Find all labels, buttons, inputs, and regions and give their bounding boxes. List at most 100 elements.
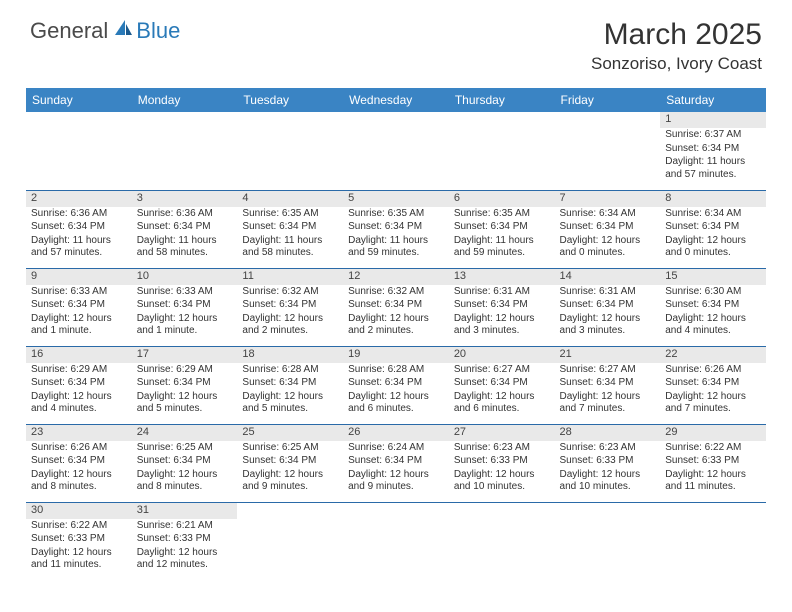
day-details: Sunrise: 6:22 AMSunset: 6:33 PMDaylight:… (660, 441, 766, 497)
day-header: Thursday (449, 88, 555, 112)
calendar-day: 16Sunrise: 6:29 AMSunset: 6:34 PMDayligh… (26, 346, 132, 424)
sunrise-text: Sunrise: 6:26 AM (31, 441, 127, 455)
day-details: Sunrise: 6:29 AMSunset: 6:34 PMDaylight:… (26, 363, 132, 419)
calendar-day: 1Sunrise: 6:37 AMSunset: 6:34 PMDaylight… (660, 112, 766, 190)
sail-icon (112, 18, 134, 43)
day-details: Sunrise: 6:25 AMSunset: 6:34 PMDaylight:… (237, 441, 343, 497)
day-number: 13 (449, 269, 555, 285)
daylight-text: Daylight: 12 hours and 7 minutes. (560, 390, 656, 416)
day-details: Sunrise: 6:31 AMSunset: 6:34 PMDaylight:… (555, 285, 661, 341)
day-details: Sunrise: 6:35 AMSunset: 6:34 PMDaylight:… (449, 207, 555, 263)
calendar-day: 10Sunrise: 6:33 AMSunset: 6:34 PMDayligh… (132, 268, 238, 346)
day-number: 29 (660, 425, 766, 441)
sunset-text: Sunset: 6:34 PM (454, 220, 550, 234)
day-number: 17 (132, 347, 238, 363)
day-details: Sunrise: 6:36 AMSunset: 6:34 PMDaylight:… (132, 207, 238, 263)
calendar-day: 13Sunrise: 6:31 AMSunset: 6:34 PMDayligh… (449, 268, 555, 346)
daylight-text: Daylight: 12 hours and 3 minutes. (454, 312, 550, 338)
brand-general: General (30, 18, 108, 44)
day-number: 28 (555, 425, 661, 441)
day-number: 30 (26, 503, 132, 519)
calendar-day: 21Sunrise: 6:27 AMSunset: 6:34 PMDayligh… (555, 346, 661, 424)
sunset-text: Sunset: 6:34 PM (348, 298, 444, 312)
sunset-text: Sunset: 6:34 PM (560, 298, 656, 312)
location-label: Sonzoriso, Ivory Coast (591, 54, 762, 74)
calendar-day: 27Sunrise: 6:23 AMSunset: 6:33 PMDayligh… (449, 424, 555, 502)
empty-day (660, 502, 766, 580)
day-number: 3 (132, 191, 238, 207)
brand-logo: General Blue (30, 18, 180, 44)
empty-day (449, 112, 555, 190)
sunrise-text: Sunrise: 6:31 AM (454, 285, 550, 299)
day-details: Sunrise: 6:24 AMSunset: 6:34 PMDaylight:… (343, 441, 449, 497)
daylight-text: Daylight: 12 hours and 0 minutes. (665, 234, 761, 260)
daylight-text: Daylight: 11 hours and 57 minutes. (31, 234, 127, 260)
day-header: Tuesday (237, 88, 343, 112)
day-number: 9 (26, 269, 132, 285)
sunset-text: Sunset: 6:34 PM (348, 376, 444, 390)
daylight-text: Daylight: 12 hours and 5 minutes. (242, 390, 338, 416)
day-details: Sunrise: 6:21 AMSunset: 6:33 PMDaylight:… (132, 519, 238, 575)
sunrise-text: Sunrise: 6:28 AM (242, 363, 338, 377)
empty-day (237, 112, 343, 190)
sunset-text: Sunset: 6:34 PM (137, 454, 233, 468)
daylight-text: Daylight: 12 hours and 2 minutes. (348, 312, 444, 338)
daylight-text: Daylight: 12 hours and 8 minutes. (137, 468, 233, 494)
sunrise-text: Sunrise: 6:36 AM (137, 207, 233, 221)
calendar-body: 1Sunrise: 6:37 AMSunset: 6:34 PMDaylight… (26, 112, 766, 580)
sunrise-text: Sunrise: 6:35 AM (348, 207, 444, 221)
daylight-text: Daylight: 12 hours and 7 minutes. (665, 390, 761, 416)
day-details: Sunrise: 6:33 AMSunset: 6:34 PMDaylight:… (132, 285, 238, 341)
sunset-text: Sunset: 6:33 PM (137, 532, 233, 546)
daylight-text: Daylight: 12 hours and 6 minutes. (348, 390, 444, 416)
day-header: Friday (555, 88, 661, 112)
daylight-text: Daylight: 12 hours and 4 minutes. (665, 312, 761, 338)
empty-day (343, 112, 449, 190)
day-number: 21 (555, 347, 661, 363)
day-number: 23 (26, 425, 132, 441)
day-details: Sunrise: 6:26 AMSunset: 6:34 PMDaylight:… (660, 363, 766, 419)
day-number: 20 (449, 347, 555, 363)
day-number: 31 (132, 503, 238, 519)
day-number: 14 (555, 269, 661, 285)
daylight-text: Daylight: 12 hours and 3 minutes. (560, 312, 656, 338)
daylight-text: Daylight: 12 hours and 10 minutes. (454, 468, 550, 494)
sunset-text: Sunset: 6:34 PM (31, 220, 127, 234)
sunrise-text: Sunrise: 6:25 AM (137, 441, 233, 455)
sunset-text: Sunset: 6:34 PM (242, 298, 338, 312)
day-details: Sunrise: 6:34 AMSunset: 6:34 PMDaylight:… (660, 207, 766, 263)
calendar-week: 23Sunrise: 6:26 AMSunset: 6:34 PMDayligh… (26, 424, 766, 502)
sunrise-text: Sunrise: 6:27 AM (560, 363, 656, 377)
calendar-day: 3Sunrise: 6:36 AMSunset: 6:34 PMDaylight… (132, 190, 238, 268)
day-details: Sunrise: 6:27 AMSunset: 6:34 PMDaylight:… (555, 363, 661, 419)
day-number: 26 (343, 425, 449, 441)
daylight-text: Daylight: 12 hours and 5 minutes. (137, 390, 233, 416)
day-number: 24 (132, 425, 238, 441)
daylight-text: Daylight: 12 hours and 1 minute. (31, 312, 127, 338)
day-number: 2 (26, 191, 132, 207)
calendar-day: 20Sunrise: 6:27 AMSunset: 6:34 PMDayligh… (449, 346, 555, 424)
title-block: March 2025 Sonzoriso, Ivory Coast (591, 18, 762, 74)
day-number: 6 (449, 191, 555, 207)
calendar-day: 19Sunrise: 6:28 AMSunset: 6:34 PMDayligh… (343, 346, 449, 424)
sunrise-text: Sunrise: 6:23 AM (454, 441, 550, 455)
day-details: Sunrise: 6:35 AMSunset: 6:34 PMDaylight:… (343, 207, 449, 263)
calendar-day: 8Sunrise: 6:34 AMSunset: 6:34 PMDaylight… (660, 190, 766, 268)
sunrise-text: Sunrise: 6:35 AM (454, 207, 550, 221)
empty-day (555, 112, 661, 190)
calendar-day: 23Sunrise: 6:26 AMSunset: 6:34 PMDayligh… (26, 424, 132, 502)
calendar-day: 22Sunrise: 6:26 AMSunset: 6:34 PMDayligh… (660, 346, 766, 424)
day-details: Sunrise: 6:23 AMSunset: 6:33 PMDaylight:… (555, 441, 661, 497)
sunset-text: Sunset: 6:34 PM (31, 298, 127, 312)
daylight-text: Daylight: 12 hours and 11 minutes. (31, 546, 127, 572)
calendar-day: 31Sunrise: 6:21 AMSunset: 6:33 PMDayligh… (132, 502, 238, 580)
calendar-day: 25Sunrise: 6:25 AMSunset: 6:34 PMDayligh… (237, 424, 343, 502)
empty-day (555, 502, 661, 580)
day-number: 19 (343, 347, 449, 363)
day-number: 27 (449, 425, 555, 441)
day-number: 11 (237, 269, 343, 285)
sunset-text: Sunset: 6:34 PM (137, 220, 233, 234)
daylight-text: Daylight: 11 hours and 58 minutes. (137, 234, 233, 260)
calendar-day: 26Sunrise: 6:24 AMSunset: 6:34 PMDayligh… (343, 424, 449, 502)
day-number: 16 (26, 347, 132, 363)
